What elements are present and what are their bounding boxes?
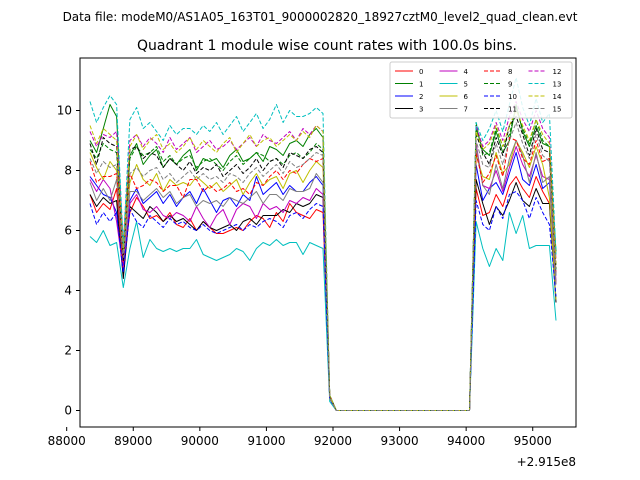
x-tick-label: 89000 (114, 434, 152, 448)
legend-box (389, 61, 573, 119)
legend-label-9: 9 (508, 81, 512, 89)
legend-label-8: 8 (508, 68, 512, 76)
legend-label-7: 7 (464, 106, 468, 114)
plot-area (79, 57, 577, 428)
x-offset-label: +2.915e8 (517, 455, 576, 469)
legend-label-14: 14 (553, 93, 562, 101)
series-line-5 (89, 212, 557, 411)
legend-label-11: 11 (508, 106, 517, 114)
x-tick-label: 94000 (447, 434, 485, 448)
x-tick-label: 91000 (247, 434, 285, 448)
x-tick-label: 92000 (314, 434, 352, 448)
y-axis: 0 2 4 6 8 10 (57, 104, 80, 418)
legend-label-10: 10 (508, 93, 517, 101)
series-line-6 (89, 140, 557, 411)
y-tick-label: 0 (64, 404, 72, 418)
legend-label-13: 13 (553, 81, 562, 89)
y-tick-label: 10 (57, 104, 72, 118)
legend-label-0: 0 (419, 68, 423, 76)
series-line-15 (89, 122, 557, 411)
legend-label-6: 6 (464, 93, 469, 101)
series-line-10 (89, 191, 557, 411)
legend-label-4: 4 (464, 68, 469, 76)
y-tick-label: 2 (64, 344, 72, 358)
series-layer (89, 77, 557, 411)
legend-label-3: 3 (419, 106, 423, 114)
x-axis: 88000 89000 90000 91000 92000 93000 94000 95000 (48, 427, 552, 448)
series-line-7 (89, 140, 557, 411)
series-line-11 (89, 116, 557, 411)
x-tick-label: 95000 (514, 434, 552, 448)
series-line-13 (89, 77, 557, 411)
legend-label-5: 5 (464, 81, 468, 89)
legend-label-15: 15 (553, 106, 562, 114)
chart-title: Quadrant 1 module wise count rates with … (137, 38, 517, 54)
y-tick-label: 6 (64, 224, 72, 238)
plot-frame (79, 57, 577, 428)
series-line-14 (89, 110, 557, 411)
chart-suptitle: Data file: modeM0/AS1A05_163T01_90000028… (63, 10, 578, 24)
y-tick-label: 4 (64, 284, 72, 298)
legend-label-12: 12 (553, 68, 562, 76)
x-tick-label: 88000 (48, 434, 86, 448)
legend-label-1: 1 (419, 81, 423, 89)
x-tick-label: 93000 (380, 434, 418, 448)
y-tick-label: 8 (64, 164, 72, 178)
x-tick-label: 90000 (181, 434, 219, 448)
legend-label-2: 2 (419, 93, 423, 101)
